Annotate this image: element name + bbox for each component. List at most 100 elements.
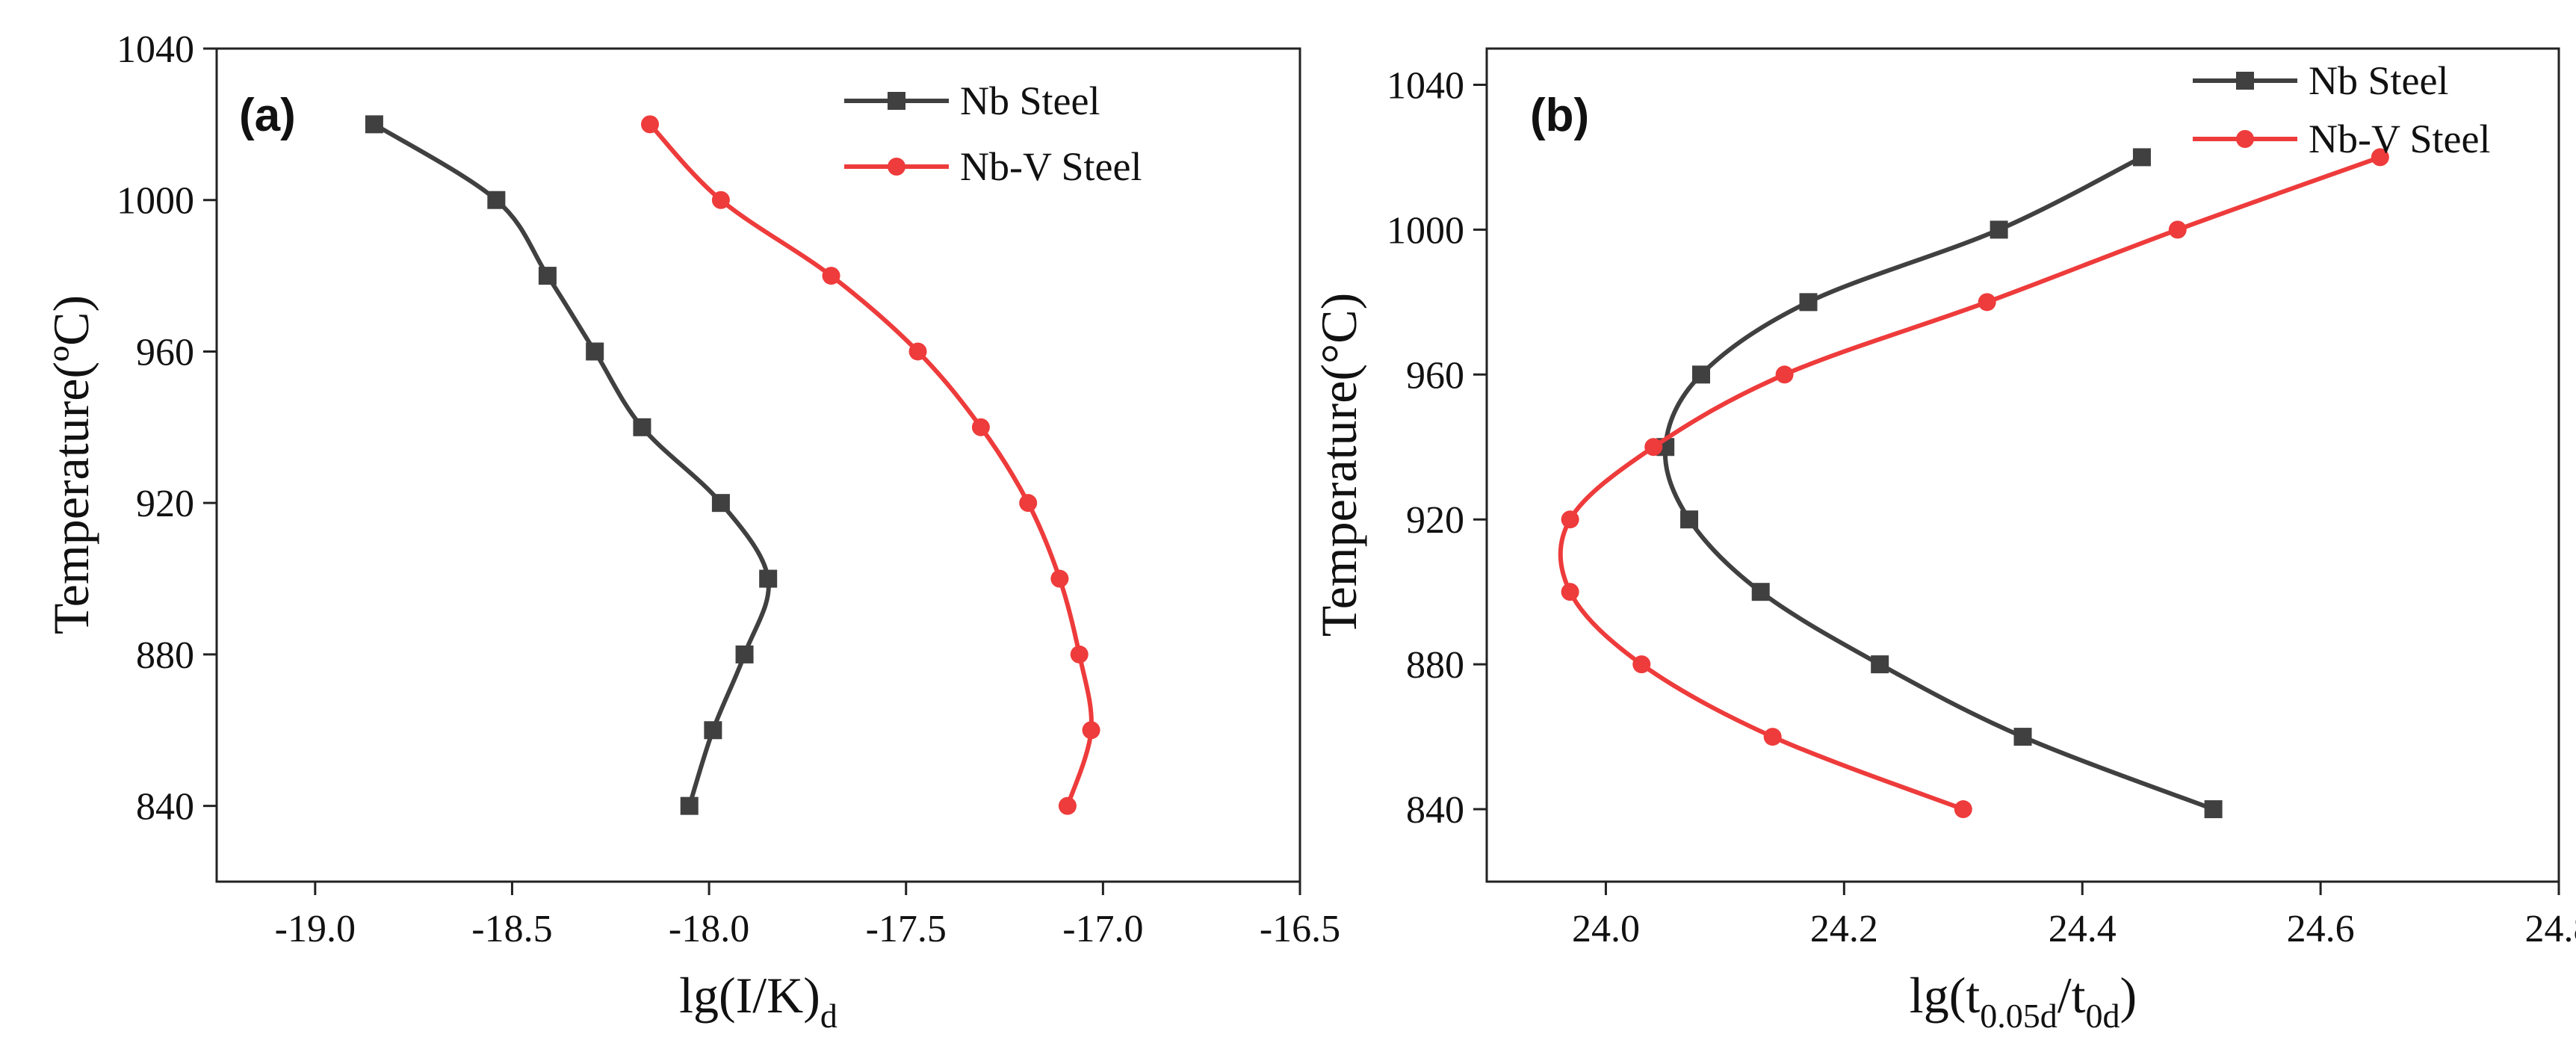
y-tick-label-a-960: 960 xyxy=(136,331,194,374)
data-point-a-nb-860 xyxy=(704,721,722,740)
data-point-b-nb-880 xyxy=(1871,655,1889,674)
data-point-a-nbv-840 xyxy=(1058,796,1077,815)
x-axis-label-b-sub2: 0d xyxy=(2086,997,2120,1035)
tick-marks-a xyxy=(203,47,1301,895)
y-axis-label-b: Temperature(°C) xyxy=(1310,293,1367,637)
panel-label-a: (a) xyxy=(239,90,296,141)
data-point-b-nbv-920 xyxy=(1561,510,1579,529)
x-tick-label-a-m19: -19.0 xyxy=(275,908,356,950)
legend-label-b-nbv: Nb-V Steel xyxy=(2309,117,2490,161)
series-group-b xyxy=(1558,148,2389,819)
data-point-a-nb-980 xyxy=(538,267,557,285)
x-tick-label-b-24p6: 24.6 xyxy=(2287,908,2355,950)
x-axis-label-a-main: lg(I/K) xyxy=(679,967,820,1024)
series-line-a-nb xyxy=(371,122,771,808)
series-line-b-nb xyxy=(1662,155,2216,812)
x-tick-label-b-24p2: 24.2 xyxy=(1810,908,1878,950)
data-point-a-nbv-1020 xyxy=(641,115,659,134)
data-point-b-nbv-1000 xyxy=(2168,220,2187,239)
data-point-b-nb-860 xyxy=(2013,728,2032,746)
data-point-b-nb-1020 xyxy=(2132,148,2151,167)
data-point-b-nb-840 xyxy=(2204,800,2223,819)
data-point-b-nbv-960 xyxy=(1775,365,1794,384)
y-axis-label-a: Temperature(ºC) xyxy=(43,295,99,634)
data-point-b-nb-1000 xyxy=(1990,220,2008,239)
data-point-b-nb-980 xyxy=(1799,293,1818,312)
y-tick-label-a-880: 880 xyxy=(136,634,194,677)
data-point-b-nb-960 xyxy=(1692,365,1710,384)
data-point-b-nbv-940 xyxy=(1644,438,1663,457)
y-tick-label-b-840: 840 xyxy=(1406,789,1464,832)
chart-panel-a: -19.0 -18.5 -18.0 -17.5 -17.0 -16.5 840 880 920 9… xyxy=(43,28,1340,1035)
plot-frame-b xyxy=(1485,47,2560,883)
y-tick-label-b-1000: 1000 xyxy=(1387,209,1464,252)
legend-b: Nb Steel Nb-V Steel xyxy=(2193,58,2490,161)
x-axis-label-b-sub1: 0.05d xyxy=(1980,997,2058,1035)
data-point-a-nbv-860 xyxy=(1082,721,1100,740)
series-line-b-nbv xyxy=(1558,155,2383,812)
panel-label-b: (b) xyxy=(1530,90,1589,141)
legend-label-b-nb: Nb Steel xyxy=(2309,58,2448,103)
data-point-a-nbv-900 xyxy=(1050,569,1069,588)
data-point-a-nb-880 xyxy=(735,645,754,663)
x-tick-label-a-m18: -18.0 xyxy=(669,908,749,950)
y-tick-label-a-920: 920 xyxy=(136,483,194,525)
y-tick-label-a-1040: 1040 xyxy=(117,28,194,71)
x-axis-label-b-part1: lg(t xyxy=(1910,967,1981,1024)
x-tick-label-a-m16p5: -16.5 xyxy=(1260,908,1340,950)
data-point-b-nbv-980 xyxy=(1978,293,1996,312)
series-line-a-nbv xyxy=(648,122,1094,808)
tick-labels-a: -19.0 -18.5 -18.0 -17.5 -17.0 -16.5 840 880 920 9… xyxy=(117,28,1340,950)
data-point-a-nb-1020 xyxy=(365,115,383,134)
plot-frame-a xyxy=(215,47,1301,883)
tick-marks-b xyxy=(1473,83,2560,895)
legend-a: Nb Steel Nb-V Steel xyxy=(844,78,1142,189)
x-tick-label-a-m17p5: -17.5 xyxy=(866,908,947,950)
x-tick-label-b-24p8: 24.8 xyxy=(2525,908,2576,950)
x-tick-label-b-24: 24.0 xyxy=(1572,908,1640,950)
data-point-a-nb-1000 xyxy=(487,191,506,209)
legend-label-a-nbv: Nb-V Steel xyxy=(960,144,1142,189)
x-axis-label-b-part2: /t xyxy=(2058,967,2086,1024)
data-point-a-nbv-960 xyxy=(908,342,927,361)
data-point-a-nb-900 xyxy=(759,569,778,588)
y-tick-label-b-1040: 1040 xyxy=(1387,64,1464,107)
data-point-a-nb-940 xyxy=(633,418,651,436)
legend-marker-b-nb xyxy=(2236,72,2254,90)
y-tick-label-a-1000: 1000 xyxy=(117,180,194,223)
data-point-b-nb-920 xyxy=(1680,510,1699,529)
legend-marker-b-nbv xyxy=(2236,130,2254,148)
x-axis-label-b: lg(t0.05d/t0d) xyxy=(1910,967,2137,1035)
legend-marker-a-nbv xyxy=(888,158,905,176)
chart-panel-b: 24.0 24.2 24.4 24.6 24.8 840 880 920 960 1000 1040… xyxy=(1310,47,2576,1035)
data-point-b-nbv-860 xyxy=(1763,728,1782,746)
y-tick-label-b-960: 960 xyxy=(1406,354,1464,397)
y-tick-label-b-920: 920 xyxy=(1406,499,1464,542)
data-point-a-nbv-1000 xyxy=(711,191,730,209)
data-point-a-nbv-920 xyxy=(1019,494,1038,513)
data-point-a-nbv-940 xyxy=(971,418,990,436)
data-point-a-nbv-880 xyxy=(1070,645,1089,663)
x-axis-label-b-part3: ) xyxy=(2120,967,2137,1024)
legend-marker-a-nb xyxy=(888,92,905,110)
data-point-a-nb-920 xyxy=(711,494,730,513)
data-point-a-nb-960 xyxy=(586,342,604,361)
x-tick-label-b-24p4: 24.4 xyxy=(2049,908,2117,950)
y-tick-label-a-840: 840 xyxy=(136,786,194,829)
data-point-a-nbv-980 xyxy=(822,267,840,285)
tick-labels-b: 24.0 24.2 24.4 24.6 24.8 840 880 920 960 1000 1040 xyxy=(1387,64,2576,950)
data-point-b-nb-900 xyxy=(1751,583,1770,601)
data-point-b-nbv-900 xyxy=(1561,583,1579,601)
data-point-a-nb-840 xyxy=(680,796,699,815)
data-point-b-nbv-880 xyxy=(1632,655,1651,674)
series-group-a xyxy=(365,115,1100,815)
data-point-b-nbv-1020 xyxy=(2371,148,2389,167)
x-tick-label-a-m17: -17.0 xyxy=(1062,908,1143,950)
data-point-b-nbv-840 xyxy=(1954,800,1972,819)
x-axis-label-a: lg(I/K)d xyxy=(679,967,837,1035)
y-tick-label-b-880: 880 xyxy=(1406,644,1464,687)
legend-label-a-nb: Nb Steel xyxy=(960,78,1100,123)
x-axis-label-a-sub: d xyxy=(820,997,837,1035)
x-tick-label-a-m18p5: -18.5 xyxy=(471,908,552,950)
